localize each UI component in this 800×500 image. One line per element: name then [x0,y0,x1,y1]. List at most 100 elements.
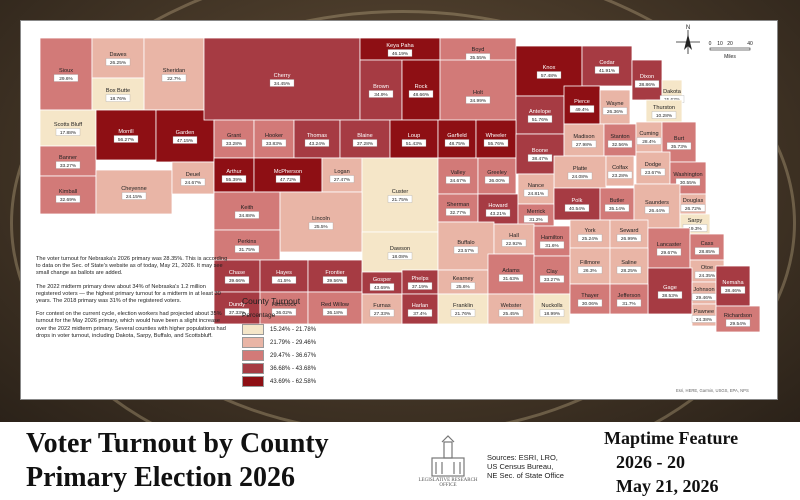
county-value-label: 24.15% [126,194,143,200]
county-shape [553,187,601,221]
county-otoe: Otoe 24.35% [689,259,725,283]
county-value-label: 26.72% [685,206,702,212]
county-value-box [161,74,187,82]
county-name-label: Otoe [701,265,713,271]
county-dixon: Dixon 38.86% [631,59,663,101]
county-name-label: Johnson [693,287,714,293]
county-shape [253,157,323,193]
county-value-box [407,282,433,290]
county-name-label: Arthur [226,169,241,175]
county-name-label: Washington [673,172,702,178]
county-value-box [224,308,250,316]
county-name-label: Morrill [118,129,133,135]
county-value-box [408,90,434,98]
county-value-label: 28.4% [642,139,656,145]
county-hooker: Hooker 33.83% [253,119,295,159]
county-value-box [269,79,295,87]
county-antelope: Antelope 51.76% [515,95,565,135]
county-value-box [322,308,348,316]
county-value-label: 18.08% [392,254,409,260]
county-shape [515,95,565,135]
county-polk: Polk 40.54% [553,187,601,221]
county-value-box [234,245,260,253]
county-value-box [465,96,491,104]
county-name-label: Hooker [265,133,283,139]
county-name-label: Thomas [307,133,327,139]
page-subtitle: Primary Election 2026 [26,462,296,493]
county-banner: Banner 33.27% [39,145,97,177]
county-shape [609,283,649,315]
county-value-box [485,209,511,217]
county-value-label: 39.56% [327,278,344,284]
county-name-label: Dawes [109,52,126,58]
county-value-box [694,247,720,255]
county-value-label: 51.43% [406,141,423,147]
county-shape [361,231,439,273]
legend-swatch [242,363,264,374]
county-name-label: Jefferson [618,293,641,299]
county-value-box [636,137,662,145]
county-value-label: 31.7% [622,301,636,307]
county-value-label: 22.7% [167,76,181,82]
county-value-label: 34.67% [450,178,467,184]
county-value-label: 31.2% [529,217,543,223]
county-value-label: 29.54% [730,321,747,327]
county-blaine: Blaine 37.28% [339,119,391,159]
map-attribution: Esri, HERE, Garmin, USGS, EPA, NPS [676,388,749,393]
county-value-box [564,204,590,212]
county-pierce: Pierce 49.4% [563,85,601,125]
county-name-label: Cheyenne [121,186,147,192]
county-name-label: Seward [620,228,639,234]
county-greeley: Greeley 36.00% [477,157,517,195]
description-paragraph: The voter turnout for Nebraska's 2026 pr… [36,256,228,277]
county-value-label: 21.75% [392,197,409,203]
county-name-label: Garfield [447,133,467,139]
county-value-label: 32.69% [60,197,77,203]
county-name-label: Saunders [645,200,669,206]
county-shape [569,219,611,249]
county-name-label: Dundy [229,302,245,308]
county-value-box [450,309,476,317]
county-shape [715,265,751,307]
county-value-label: 27.33% [374,311,391,317]
county-name-label: Perkins [238,239,257,245]
legend-label: 43.69% - 62.58% [270,378,317,385]
county-hall: Hall 22.92% [493,223,535,255]
county-shape [39,175,97,215]
county-cheyenne: Cheyenne 24.15% [95,169,173,215]
county-value-label: 48.66% [413,92,430,98]
county-value-label: 29.46% [696,295,713,301]
county-shape [647,267,693,315]
county-shape [569,283,611,315]
county-arthur: Arthur 55.39% [213,157,255,193]
county-value-label: 47.15% [177,138,194,144]
county-shape [563,123,605,157]
county-richardson: Richardson 29.54% [715,305,761,333]
county-name-label: Hayes [276,270,292,276]
county-name-label: York [585,228,596,234]
legend-swatch [242,324,264,335]
county-value-box [369,283,395,291]
county-shape [689,233,725,261]
legend-entry: 29.47% - 36.67% [242,349,362,362]
county-cedar: Cedar 41.91% [581,45,633,87]
county-phelps: Phelps 37.19% [401,269,439,295]
county-value-box [607,140,633,148]
legend-swatch [242,350,264,361]
county-value-box [445,176,471,184]
county-shape [605,155,635,187]
county-name-label: Boyd [472,47,485,53]
county-value-label: 25.6% [456,284,470,290]
county-loup: Loup 51.43% [389,119,439,159]
county-name-label: Thurston [653,105,675,111]
county-value-box [444,139,470,147]
legend-subtitle: Percentage [242,312,276,319]
county-sheridan: Sheridan 22.7% [143,37,205,111]
county-value-label: 37.33% [229,310,246,316]
county-name-label: Lancaster [657,242,682,248]
county-red-willow: Red Willow 36.18% [307,291,363,325]
county-value-label: 34.45% [274,81,291,87]
county-name-label: Greeley [487,170,507,176]
county-name-label: Adams [502,268,520,274]
county-valley: Valley 34.67% [437,157,479,195]
